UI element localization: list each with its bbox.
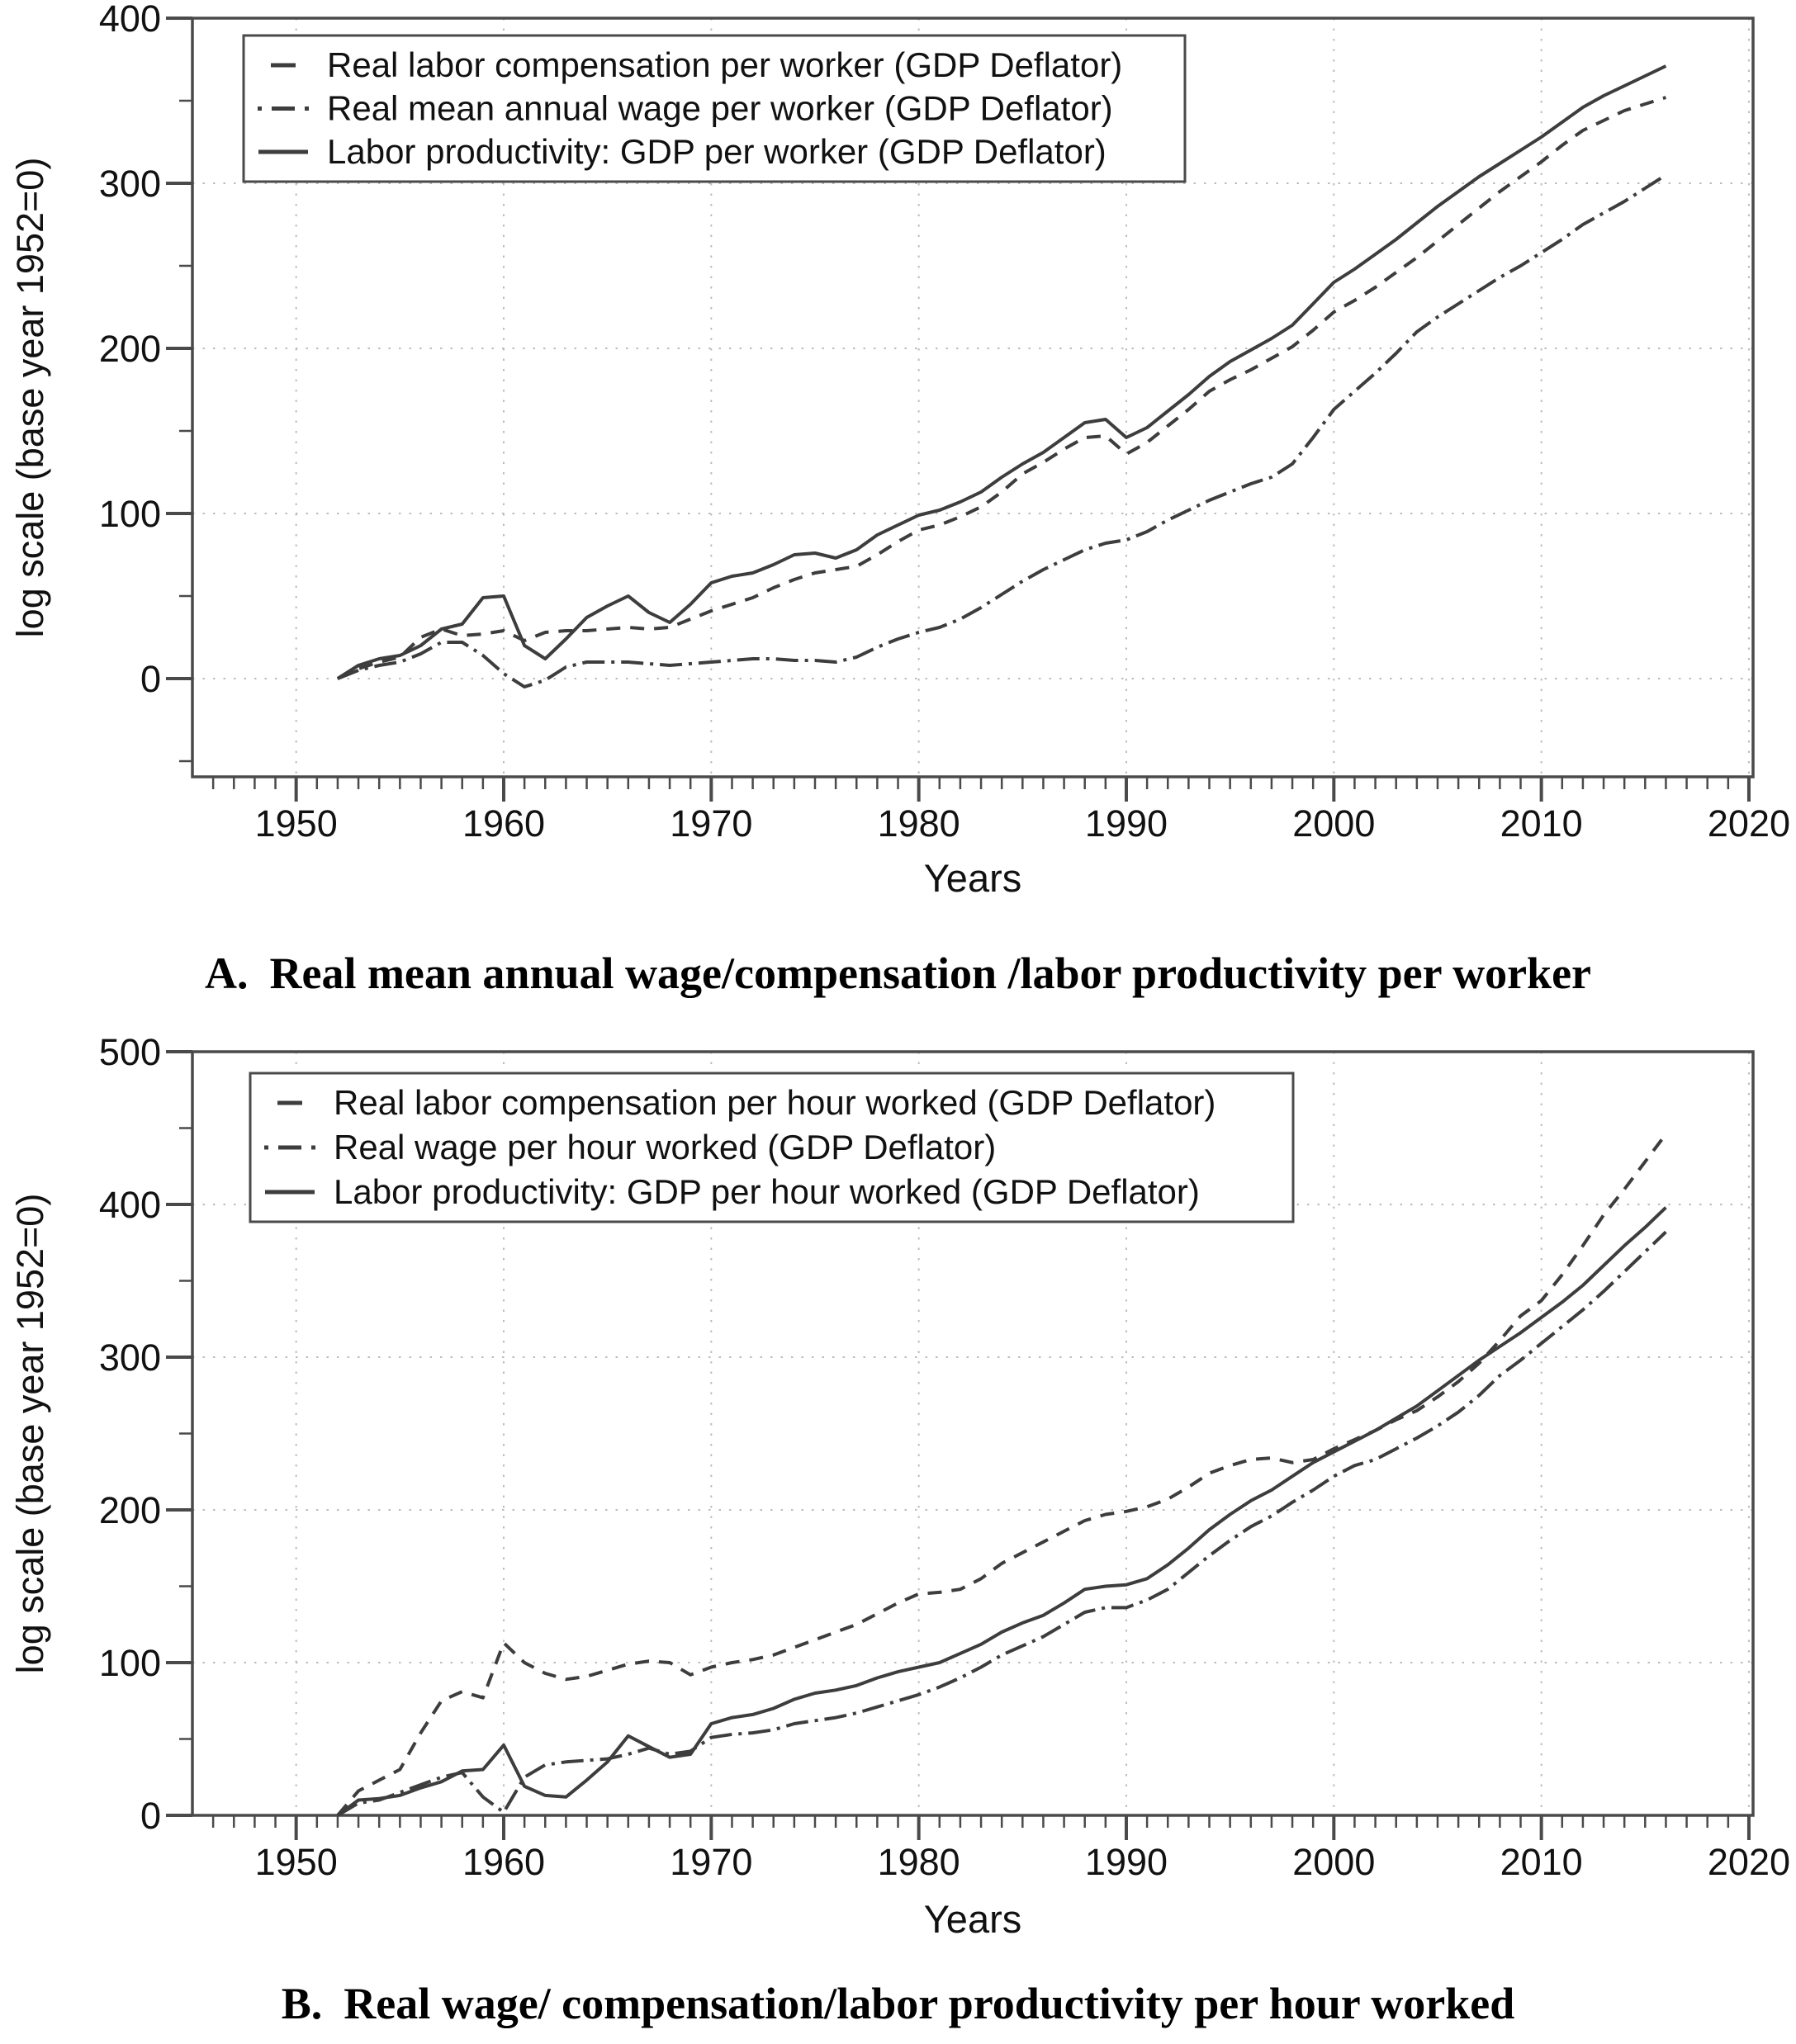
panel-a-label: A.	[204, 949, 249, 998]
x-tick-label: 1980	[878, 1841, 960, 1883]
x-tick-label: 1970	[670, 1841, 752, 1883]
y-tick-label: 200	[99, 328, 161, 370]
series-line-solid	[336, 64, 1667, 680]
plot-border	[191, 17, 1755, 778]
panel-a-caption: A. Real mean annual wage/compensation /la…	[0, 948, 1796, 999]
legend-label: Real labor compensation per worker (GDP …	[327, 45, 1122, 84]
x-tick-label: 1980	[878, 802, 960, 845]
panel-b-label: B.	[281, 1979, 323, 2028]
x-axis-title: Years	[924, 856, 1021, 900]
series-line-dash	[336, 1133, 1667, 1817]
x-tick-label: 1970	[670, 802, 752, 845]
legend-label: Real labor compensation per hour worked …	[334, 1083, 1215, 1122]
y-tick-label: 0	[140, 658, 161, 700]
y-tick-label: 200	[99, 1489, 161, 1531]
x-tick-label: 1990	[1085, 802, 1168, 845]
y-tick-label: 300	[99, 163, 161, 205]
x-tick-label: 2010	[1500, 1841, 1583, 1883]
x-axis-title: Years	[924, 1897, 1021, 1941]
x-tick-label: 2000	[1292, 1841, 1375, 1883]
y-tick-label: 0	[140, 1795, 161, 1837]
y-tick-label: 500	[99, 1031, 161, 1073]
legend-box	[249, 1072, 1295, 1223]
legend-label: Labor productivity: GDP per hour worked …	[334, 1172, 1200, 1211]
y-axis-title: log scale (base year 1952=0)	[9, 158, 51, 638]
y-tick-label: 400	[99, 0, 161, 40]
x-tick-label: 1990	[1085, 1841, 1168, 1883]
y-tick-label: 100	[99, 493, 161, 535]
x-tick-label: 1950	[255, 1841, 338, 1883]
y-tick-label: 400	[99, 1184, 161, 1226]
legend-label: Labor productivity: GDP per worker (GDP …	[327, 132, 1107, 171]
x-tick-label: 1960	[462, 802, 545, 845]
panel-b-caption: B. Real wage/ compensation/labor producti…	[0, 1978, 1796, 2029]
x-tick-label: 2010	[1500, 802, 1583, 845]
y-axis-title: log scale (base year 1952=0)	[9, 1194, 51, 1674]
y-tick-label: 300	[99, 1337, 161, 1379]
x-tick-label: 2020	[1708, 1841, 1790, 1883]
series-line-dashdot	[337, 173, 1667, 688]
panel-b-title: Real wage/ compensation/labor productivi…	[344, 1979, 1515, 2028]
x-tick-label: 1950	[255, 802, 338, 845]
series-line-dash	[337, 96, 1667, 680]
legend-label: Real mean annual wage per worker (GDP De…	[327, 89, 1113, 128]
legend-label: Real wage per hour worked (GDP Deflator)	[334, 1128, 996, 1166]
y-tick-label: 100	[99, 1642, 161, 1684]
series-line-solid	[336, 1206, 1667, 1817]
x-tick-label: 2020	[1708, 802, 1790, 845]
x-tick-label: 1960	[462, 1841, 545, 1883]
series-line-dashdot	[336, 1230, 1667, 1817]
panel-a-title: Real mean annual wage/compensation /labo…	[269, 949, 1591, 998]
legend-box	[242, 34, 1187, 183]
x-tick-label: 2000	[1292, 802, 1375, 845]
